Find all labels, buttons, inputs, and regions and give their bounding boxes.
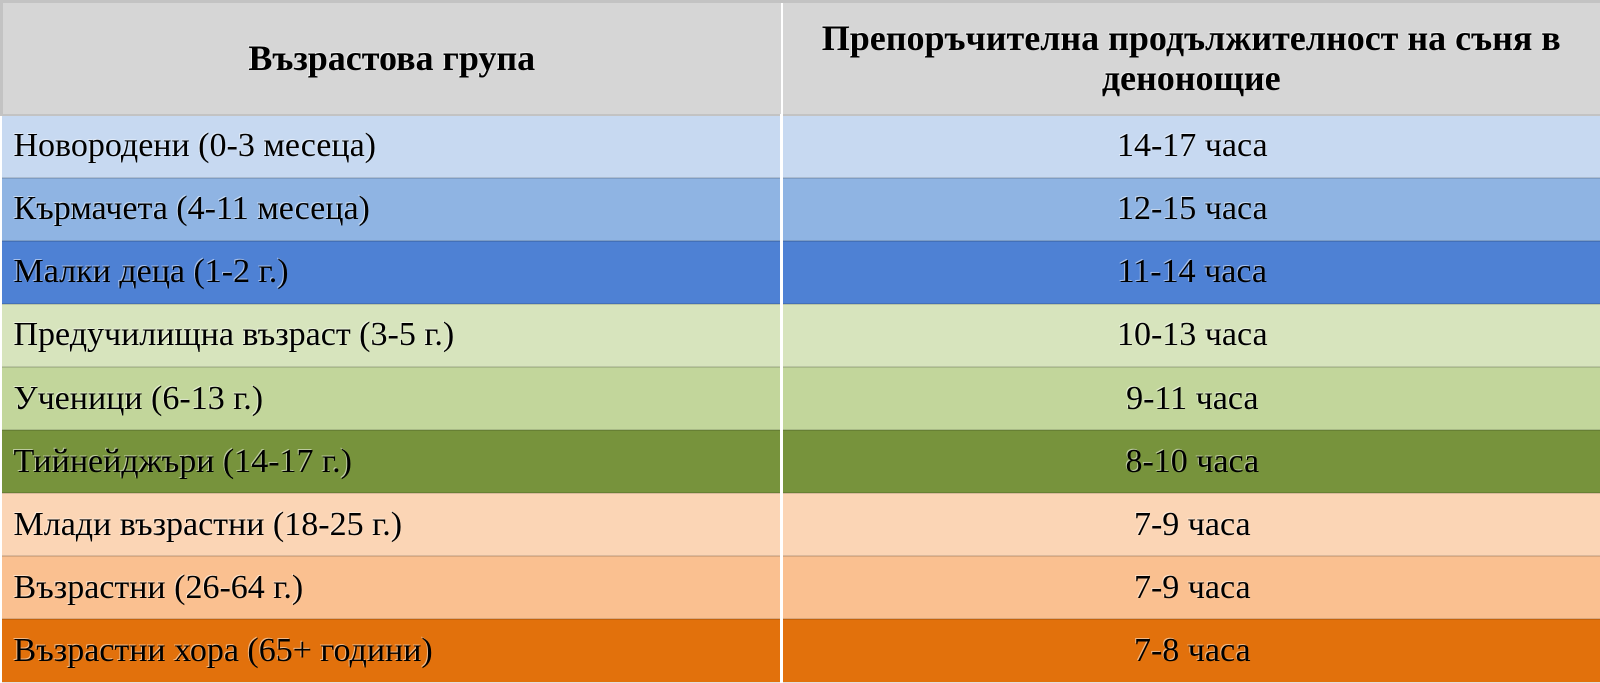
table-row: Възрастни хора (65+ години)7-8 часа [2, 619, 1600, 682]
cell-age-group: Ученици (6-13 г.) [2, 367, 782, 430]
table-row: Тийнейджъри (14-17 г.)8-10 часа [2, 430, 1600, 493]
cell-recommended-duration: 10-13 часа [782, 304, 1600, 367]
table-row: Ученици (6-13 г.)9-11 часа [2, 367, 1600, 430]
duration-header-line-1: Препоръчителна продължителност на [822, 18, 1446, 58]
table-row: Малки деца (1-2 г.)11-14 часа [2, 241, 1600, 304]
cell-age-group: Възрастни хора (65+ години) [2, 619, 782, 682]
cell-recommended-duration: 7-9 часа [782, 493, 1600, 556]
cell-age-group: Малки деца (1-2 г.) [2, 241, 782, 304]
cell-recommended-duration: 8-10 часа [782, 430, 1600, 493]
header-row: Възрастова група Препоръчителна продължи… [2, 2, 1600, 115]
column-header-age-group: Възрастова група [2, 2, 782, 115]
cell-age-group: Възрастни (26-64 г.) [2, 556, 782, 619]
cell-recommended-duration: 12-15 часа [782, 178, 1600, 241]
table-row: Кърмачета (4-11 месеца)12-15 часа [2, 178, 1600, 241]
column-header-recommended-duration: Препоръчителна продължителност на съня в… [782, 2, 1600, 115]
table-row: Новородени (0-3 месеца)14-17 часа [2, 115, 1600, 178]
table-row: Млади възрастни (18-25 г.)7-9 часа [2, 493, 1600, 556]
cell-recommended-duration: 7-9 часа [782, 556, 1600, 619]
cell-age-group: Новородени (0-3 месеца) [2, 115, 782, 178]
cell-recommended-duration: 7-8 часа [782, 619, 1600, 682]
cell-age-group: Млади възрастни (18-25 г.) [2, 493, 782, 556]
cell-age-group: Кърмачета (4-11 месеца) [2, 178, 782, 241]
cell-recommended-duration: 11-14 часа [782, 241, 1600, 304]
table-row: Възрастни (26-64 г.)7-9 часа [2, 556, 1600, 619]
table-header: Възрастова група Препоръчителна продължи… [2, 2, 1600, 115]
cell-age-group: Тийнейджъри (14-17 г.) [2, 430, 782, 493]
table-row: Предучилищна възраст (3-5 г.)10-13 часа [2, 304, 1600, 367]
cell-recommended-duration: 14-17 часа [782, 115, 1600, 178]
cell-age-group: Предучилищна възраст (3-5 г.) [2, 304, 782, 367]
cell-recommended-duration: 9-11 часа [782, 367, 1600, 430]
